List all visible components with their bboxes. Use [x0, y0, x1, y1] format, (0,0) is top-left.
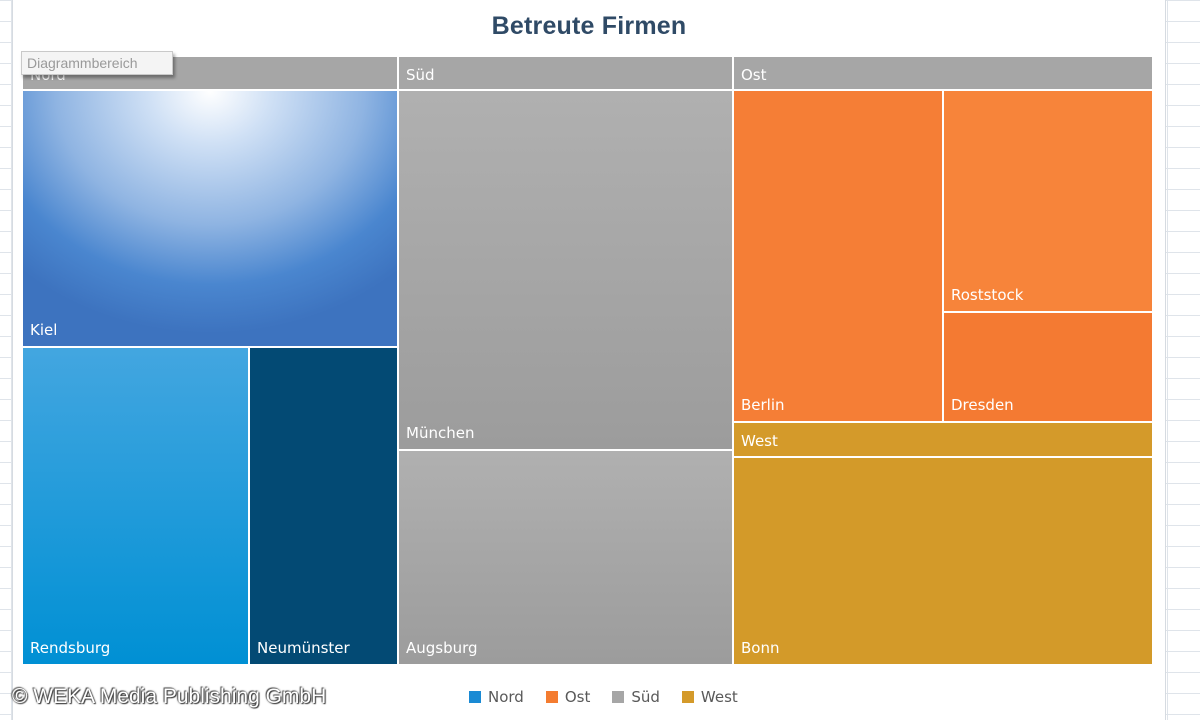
legend-label: Nord — [488, 688, 524, 706]
legend-swatch — [681, 691, 694, 703]
legend-swatch — [545, 691, 558, 703]
treemap-tile-label: Dresden — [951, 396, 1014, 414]
treemap-tile-label: Neumünster — [257, 639, 350, 657]
chart-legend[interactable]: Nord Ost Süd West — [469, 688, 738, 706]
treemap-tile-label: München — [406, 424, 475, 442]
chart-area-tooltip: Diagrammbereich — [21, 51, 173, 75]
treemap-tile-münchen[interactable]: München — [398, 90, 733, 450]
legend-label: West — [700, 688, 738, 706]
legend-item-ost[interactable]: Ost — [545, 688, 591, 706]
legend-item-süd[interactable]: Süd — [612, 688, 660, 706]
treemap-tile-label: Bonn — [741, 639, 780, 657]
treemap-group-label: Ost — [741, 66, 767, 84]
treemap-tile-dresden[interactable]: Dresden — [943, 312, 1153, 422]
treemap-tile-label: Roststock — [951, 286, 1024, 304]
legend-item-nord[interactable]: Nord — [469, 688, 524, 706]
legend-label: Ost — [564, 688, 591, 706]
treemap-tile-augsburg[interactable]: Augsburg — [398, 450, 733, 665]
treemap-tile-label: Rendsburg — [30, 639, 111, 657]
treemap-tile-berlin[interactable]: Berlin — [733, 90, 943, 422]
legend-swatch — [469, 691, 481, 703]
treemap-group-header-west[interactable]: West — [733, 422, 1153, 457]
treemap-tile-label: Berlin — [741, 396, 785, 414]
treemap-tile-rendsburg[interactable]: Rendsburg — [22, 347, 249, 665]
chart-title[interactable]: Betreute Firmen — [491, 12, 687, 40]
treemap-tile-kiel[interactable]: Kiel — [22, 90, 398, 347]
legend-item-west[interactable]: West — [681, 688, 738, 706]
treemap-group-header-süd[interactable]: Süd — [398, 56, 733, 90]
treemap-group-label: West — [741, 432, 778, 450]
treemap-tile-neumünster[interactable]: Neumünster — [249, 347, 398, 665]
legend-swatch — [612, 691, 625, 703]
copyright-watermark: © WEKA Media Publishing GmbH — [12, 685, 327, 708]
treemap-tile-label: Kiel — [30, 321, 58, 339]
treemap-tile-roststock[interactable]: Roststock — [943, 90, 1153, 312]
treemap-group-label: Süd — [406, 66, 435, 84]
column-divider — [1167, 0, 1168, 720]
treemap-tile-bonn[interactable]: Bonn — [733, 457, 1153, 665]
column-divider — [11, 0, 12, 720]
legend-label: Süd — [631, 688, 660, 706]
treemap-group-header-ost[interactable]: Ost — [733, 56, 1153, 90]
treemap-tile-label: Augsburg — [406, 639, 478, 657]
